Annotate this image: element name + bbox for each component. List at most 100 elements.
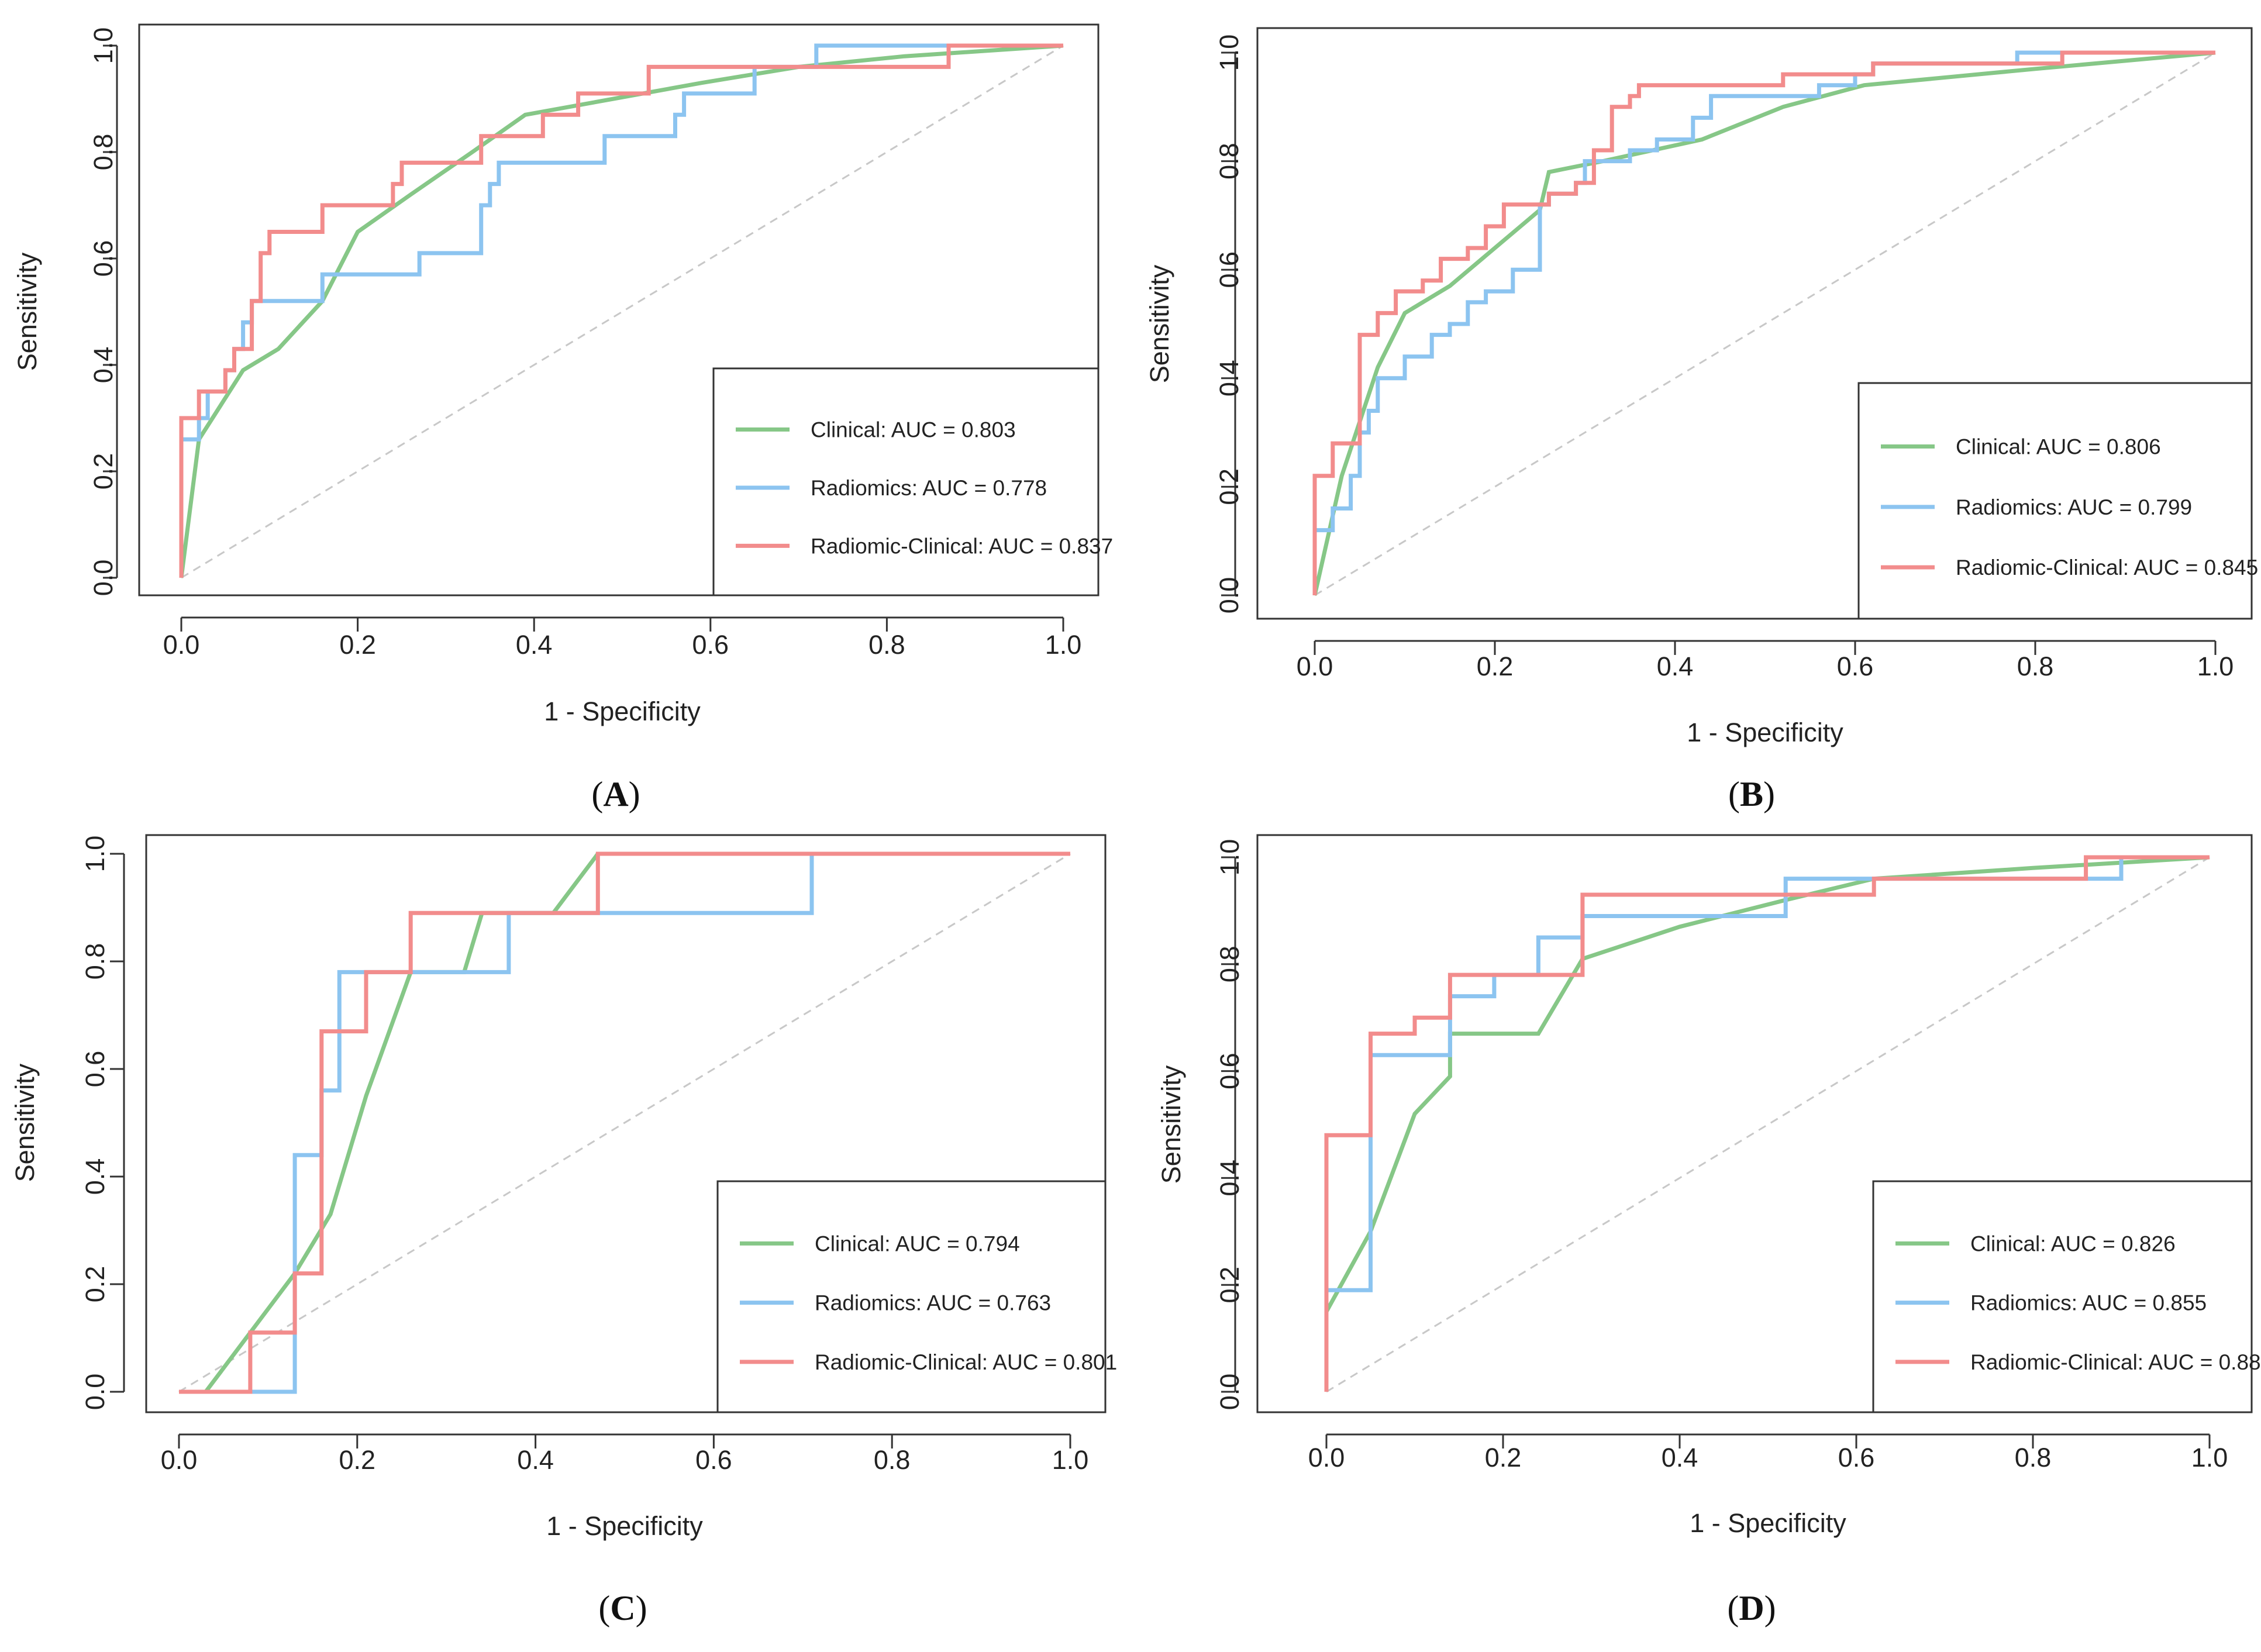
y-tick-label: 0.2 [88, 453, 118, 490]
x-axis-label: 1 - Specificity [544, 696, 701, 726]
legend-box [1857, 382, 2253, 620]
legend-entry: Clinical: AUC = 0.806 [1956, 435, 2161, 459]
y-tick-label: 1.0 [88, 27, 118, 64]
roc-curve-radiomics [179, 851, 1070, 1394]
y-tick-label: 0.0 [1215, 1374, 1245, 1410]
roc-curve-radiomic-clinical [1312, 50, 2215, 595]
x-tick-label: 0.4 [1662, 1443, 1698, 1472]
x-tick-label: 1.0 [2197, 651, 2234, 681]
panel-label: (A) [591, 775, 640, 813]
legend-box [712, 367, 1100, 596]
y-tick-label: 1.0 [1214, 35, 1244, 71]
roc-curve-radiomic-clinical [179, 43, 1063, 578]
x-tick-label: 0.8 [868, 630, 905, 660]
y-tick-label: 0.2 [1214, 468, 1244, 505]
reference-diagonal [1314, 51, 2216, 596]
roc-curve-clinical [179, 43, 1064, 578]
y-tick-label: 0.8 [80, 943, 110, 980]
y-tick-label: 0.0 [88, 560, 118, 596]
legend-entry: Radiomic-Clinical: AUC = 0.88 [1970, 1350, 2261, 1374]
x-tick-label: 0.0 [163, 630, 200, 660]
y-tick-label: 0.4 [1215, 1160, 1245, 1196]
legend: Clinical: AUC = 0.826 Radiomics: AUC = 0.… [1872, 1180, 2261, 1413]
y-axis-label: Sensitivity [1145, 264, 1174, 383]
legend-entry: Radiomics: AUC = 0.763 [815, 1291, 1051, 1315]
y-tick-label: 0.8 [1215, 946, 1245, 983]
y-tick-label: 0.4 [1214, 360, 1244, 397]
x-tick-label: 0.4 [517, 1445, 554, 1475]
legend-entry: Radiomics: AUC = 0.799 [1956, 495, 2192, 519]
panel-label: (B) [1728, 775, 1775, 813]
y-tick-label: 0.4 [88, 347, 118, 384]
roc-chart-c: 0.0 0.2 0.4 0.6 0.8 1.0 1 - Specificity 0.0 0.2 0… [10, 834, 1117, 1627]
y-tick-label: 0.6 [80, 1051, 110, 1088]
roc-curve-radiomic-clinical [179, 851, 1070, 1394]
x-tick-label: 1.0 [1052, 1445, 1089, 1475]
plot-frame [1256, 27, 2253, 620]
y-tick-label: 1.0 [1215, 839, 1245, 876]
reference-diagonal [178, 853, 1071, 1393]
y-tick-label: 0.8 [88, 134, 118, 171]
x-tick-label: 0.2 [1477, 651, 1514, 681]
plot-frame [145, 834, 1107, 1413]
x-tick-label: 0.2 [339, 1445, 376, 1475]
x-tick-label: 0.8 [874, 1445, 911, 1475]
y-tick-label: 0.6 [1214, 251, 1244, 288]
x-tick-label: 1.0 [2191, 1443, 2228, 1472]
roc-curve-clinical [1312, 50, 2216, 596]
panel-label: (C) [598, 1589, 647, 1627]
plot-frame [1256, 834, 2253, 1413]
y-tick-label: 0.8 [1214, 143, 1244, 180]
y-tick-label: 1.0 [80, 836, 110, 872]
reference-diagonal [1326, 856, 2210, 1393]
y-tick-label: 0.0 [1214, 577, 1244, 614]
legend-entry: Radiomic-Clinical: AUC = 0.837 [811, 534, 1113, 558]
legend-entry: Radiomic-Clinical: AUC = 0.845 [1956, 556, 2258, 580]
legend: Clinical: AUC = 0.794 Radiomics: AUC = 0.… [716, 1180, 1117, 1413]
y-tick-label: 0.6 [1215, 1053, 1245, 1089]
y-tick-label: 0.4 [80, 1158, 110, 1195]
reference-diagonal [181, 44, 1064, 579]
legend-entry: Radiomics: AUC = 0.855 [1970, 1291, 2207, 1315]
x-tick-label: 0.8 [2017, 651, 2054, 681]
legend: Clinical: AUC = 0.806 Radiomics: AUC = 0.… [1857, 382, 2258, 620]
legend-entry: Clinical: AUC = 0.803 [811, 418, 1016, 442]
x-tick-label: 0.6 [1837, 651, 1874, 681]
x-tick-label: 0.2 [339, 630, 376, 660]
legend-entry: Clinical: AUC = 0.826 [1970, 1232, 2176, 1256]
y-tick-label: 0.0 [80, 1374, 110, 1410]
legend-entry: Radiomic-Clinical: AUC = 0.801 [815, 1350, 1117, 1374]
roc-chart-b: 0.0 0.2 0.4 0.6 0.8 1.0 1 - Specificity 0.0 0.2 0… [1145, 27, 2258, 813]
x-tick-label: 1.0 [1045, 630, 1082, 660]
x-tick-label: 0.0 [161, 1445, 198, 1475]
x-axis-label: 1 - Specificity [1690, 1508, 1846, 1538]
legend-entry: Radiomics: AUC = 0.778 [811, 476, 1047, 500]
roc-curve-radiomics [1312, 50, 2215, 595]
y-tick-label: 0.2 [1215, 1267, 1245, 1303]
x-tick-label: 0.0 [1308, 1443, 1345, 1472]
x-tick-label: 0.0 [1297, 651, 1333, 681]
x-axis-label: 1 - Specificity [1687, 718, 1843, 747]
plot-frame [138, 23, 1100, 596]
legend-box [1872, 1180, 2253, 1413]
legend-box [716, 1180, 1107, 1413]
y-tick-label: 0.6 [88, 240, 118, 277]
y-axis-label: Sensitivity [1156, 1065, 1186, 1184]
panel-label: (D) [1727, 1589, 1776, 1627]
roc-curve-radiomic-clinical [1324, 855, 2210, 1392]
x-tick-label: 0.6 [692, 630, 729, 660]
x-tick-label: 0.2 [1485, 1443, 1522, 1472]
y-axis-label: Sensitivity [12, 252, 42, 371]
roc-chart-d: 0.0 0.2 0.4 0.6 0.8 1.0 1 - Specificity 0.0 0.2 0… [1156, 834, 2261, 1627]
legend-entry: Clinical: AUC = 0.794 [815, 1232, 1020, 1256]
x-tick-label: 0.4 [1657, 651, 1694, 681]
y-axis-label: Sensitivity [10, 1063, 40, 1182]
x-tick-label: 0.8 [2015, 1443, 2052, 1472]
y-tick-label: 0.2 [80, 1266, 110, 1303]
legend: Clinical: AUC = 0.803 Radiomics: AUC = 0.… [712, 367, 1113, 596]
x-tick-label: 0.6 [1838, 1443, 1875, 1472]
x-tick-label: 0.6 [695, 1445, 732, 1475]
roc-chart-a: 0.0 0.2 0.4 0.6 0.8 1.0 1 - Specificity 0.0 0.2 0… [12, 23, 1113, 813]
x-tick-label: 0.4 [516, 630, 553, 660]
